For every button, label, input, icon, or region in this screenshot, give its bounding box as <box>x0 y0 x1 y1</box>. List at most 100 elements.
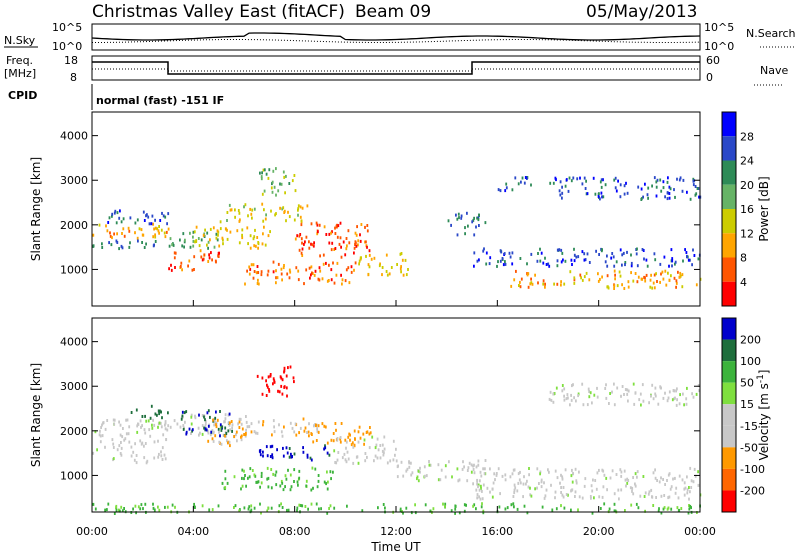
heatmap-cell <box>529 486 531 490</box>
heatmap-cell <box>695 283 698 287</box>
heatmap-cell <box>626 481 629 485</box>
heatmap-cell <box>598 192 600 196</box>
heatmap-cell <box>265 379 267 383</box>
heatmap-cell <box>662 277 665 281</box>
heatmap-cell <box>457 212 460 216</box>
heatmap-cell <box>562 495 565 499</box>
heatmap-cell <box>526 262 528 266</box>
heatmap-cell <box>213 418 215 421</box>
heatmap-cell <box>524 176 527 179</box>
heatmap-cell <box>638 398 641 402</box>
heatmap-cell <box>559 481 561 485</box>
heatmap-cell <box>120 244 123 248</box>
heatmap-cell <box>347 435 350 439</box>
heatmap-cell <box>143 444 145 448</box>
heatmap-cell <box>514 176 517 180</box>
heatmap-cell <box>182 427 185 431</box>
heatmap-cell <box>621 283 623 287</box>
heatmap-cell <box>676 177 678 181</box>
heatmap-cell <box>678 402 681 406</box>
heatmap-cell <box>300 237 303 241</box>
heatmap-cell <box>627 479 630 482</box>
heatmap-cell <box>463 509 466 513</box>
heatmap-cell <box>237 209 240 212</box>
heatmap-cell <box>215 423 217 427</box>
heatmap-cell <box>179 425 182 429</box>
heatmap-cell <box>253 506 256 510</box>
heatmap-cell <box>310 242 312 246</box>
heatmap-cell <box>206 243 208 247</box>
heatmap-cell <box>233 475 236 479</box>
heatmap-cell <box>480 484 482 488</box>
heatmap-cell <box>316 223 319 227</box>
heatmap-cell <box>594 192 597 196</box>
nave-tick-top: 60 <box>706 54 720 67</box>
heatmap-cell <box>355 241 357 245</box>
heatmap-cell <box>326 487 329 491</box>
heatmap-cell <box>615 189 618 193</box>
heatmap-cell <box>236 439 238 443</box>
heatmap-cell <box>275 212 277 216</box>
heatmap-cell <box>647 196 649 200</box>
heatmap-cell <box>157 229 160 233</box>
heatmap-cell <box>323 225 326 229</box>
heatmap-cell <box>269 455 272 458</box>
heatmap-cell <box>180 261 183 265</box>
heatmap-cell <box>495 472 498 475</box>
heatmap-cell <box>289 488 292 492</box>
heatmap-cell <box>472 218 475 222</box>
heatmap-cell <box>275 167 277 171</box>
heatmap-cell <box>162 433 165 437</box>
heatmap-cell <box>540 251 543 255</box>
heatmap-cell <box>367 263 370 267</box>
heatmap-cell <box>582 403 585 407</box>
heatmap-cell <box>589 391 592 395</box>
heatmap-cell <box>282 488 285 492</box>
heatmap-cell <box>400 460 403 464</box>
heatmap-cell <box>101 423 103 427</box>
heatmap-cell <box>288 447 291 450</box>
heatmap-cell <box>284 485 286 489</box>
colorbar-swatch <box>722 160 736 185</box>
heatmap-cell <box>569 403 571 407</box>
heatmap-cell <box>309 276 311 280</box>
heatmap-cell <box>210 430 213 434</box>
heatmap-cell <box>349 433 351 437</box>
heatmap-cell <box>325 482 327 486</box>
heatmap-cell <box>163 453 166 457</box>
heatmap-cell <box>308 422 310 426</box>
heatmap-cell <box>253 235 256 239</box>
heatmap-cell <box>513 505 515 509</box>
heatmap-cell <box>277 389 279 393</box>
heatmap-cell <box>676 506 679 510</box>
heatmap-cell <box>608 507 611 511</box>
heatmap-cell <box>512 495 515 498</box>
heatmap-cell <box>307 430 310 434</box>
heatmap-cell <box>275 281 277 285</box>
heatmap-cell <box>267 485 270 489</box>
heatmap-cell <box>190 432 192 435</box>
heatmap-cell <box>106 419 109 422</box>
heatmap-cell <box>347 266 350 270</box>
colorbar-tick-label: 4 <box>740 276 747 289</box>
heatmap-cell <box>92 233 95 237</box>
heatmap-cell <box>660 272 662 276</box>
heatmap-cell <box>281 434 284 438</box>
heatmap-cell <box>573 247 575 251</box>
heatmap-cell <box>215 232 218 236</box>
heatmap-cell <box>667 396 670 400</box>
heatmap-cell <box>185 410 188 414</box>
heatmap-cell <box>610 256 613 260</box>
heatmap-cell <box>337 451 340 454</box>
heatmap-cell <box>217 504 220 508</box>
heatmap-cell <box>217 255 220 258</box>
heatmap-cell <box>354 437 356 441</box>
heatmap-cell <box>601 248 603 252</box>
heatmap-cell <box>160 454 163 458</box>
heatmap-cell <box>161 211 163 215</box>
heatmap-cell <box>633 402 636 406</box>
heatmap-cell <box>410 511 413 515</box>
heatmap-cell <box>287 508 290 512</box>
velocity-colorbar-label-exp: -1 <box>756 374 766 383</box>
heatmap-cell <box>604 387 607 390</box>
